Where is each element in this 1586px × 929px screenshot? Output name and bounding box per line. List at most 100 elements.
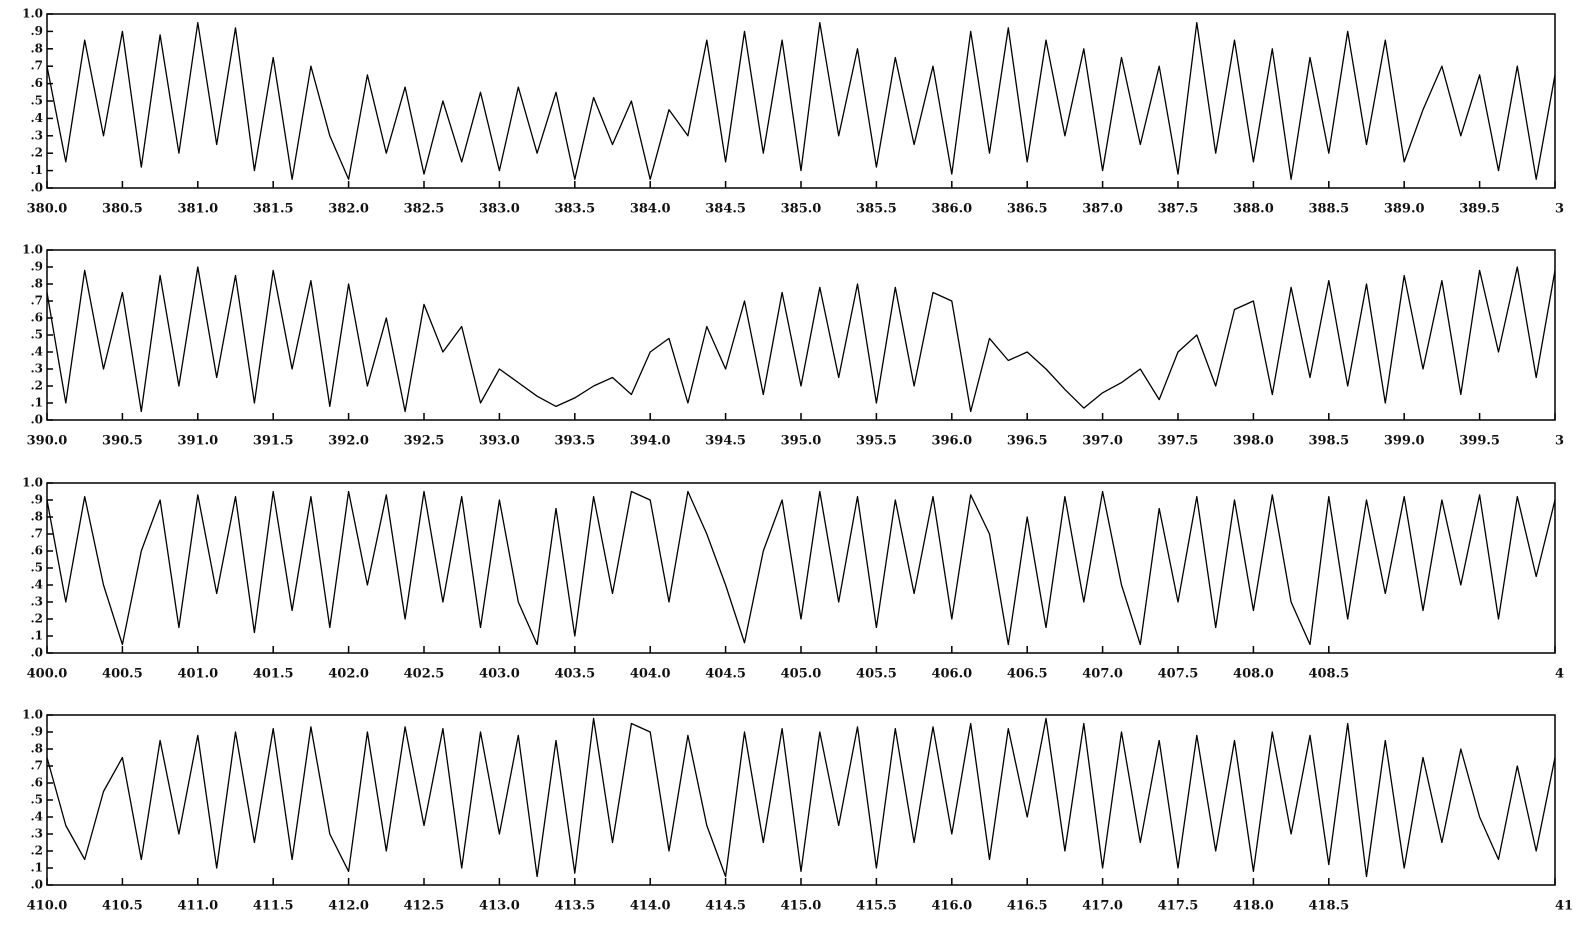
x-tick-label: 3 — [1555, 434, 1564, 449]
y-tick-label: 1.0 — [22, 243, 43, 257]
x-tick-label: 398.0 — [1233, 434, 1274, 449]
y-tick-label: .9 — [30, 24, 43, 38]
x-tick-label: 411.5 — [253, 899, 294, 914]
y-tick-label: .5 — [30, 793, 43, 807]
y-tick-label: .3 — [30, 362, 43, 376]
y-tick-label: .7 — [30, 527, 43, 541]
y-tick-label: .6 — [30, 311, 43, 325]
x-tick-label: 412.0 — [328, 899, 369, 914]
x-tick-label: 405.0 — [781, 667, 822, 682]
x-tick-label: 385.0 — [781, 202, 822, 217]
x-tick-label: 404.5 — [705, 667, 746, 682]
x-tick-label: 402.0 — [328, 667, 369, 682]
y-tick-label: .2 — [30, 379, 43, 393]
x-tick-label: 395.0 — [781, 434, 822, 449]
x-tick-label: 396.5 — [1007, 434, 1048, 449]
x-tick-label: 389.5 — [1459, 202, 1500, 217]
spectrum-line — [46, 22, 1556, 180]
x-tick-label: 396.0 — [931, 434, 972, 449]
x-tick-label: 413.5 — [554, 899, 595, 914]
y-tick-label: .8 — [30, 41, 43, 55]
x-tick-label: 410.5 — [102, 899, 143, 914]
x-tick-label: 394.5 — [705, 434, 746, 449]
y-tick-label: .1 — [30, 861, 43, 875]
x-tick-label: 416.0 — [931, 899, 972, 914]
plot-frame — [46, 249, 1556, 421]
x-tick-label: 403.0 — [479, 667, 520, 682]
y-tick-label: .4 — [30, 810, 43, 824]
x-tick-label: 393.0 — [479, 434, 520, 449]
y-tick-label: .7 — [30, 759, 43, 773]
y-tick-label: .4 — [30, 111, 43, 125]
x-tick-label: 388.0 — [1233, 202, 1274, 217]
x-tick-label: 385.5 — [856, 202, 897, 217]
plot-frame — [46, 13, 1556, 189]
x-tick-label: 401.0 — [177, 667, 218, 682]
y-tick-label: .8 — [30, 510, 43, 524]
x-tick-label: 408.5 — [1308, 667, 1349, 682]
x-tick-label: 380.0 — [27, 202, 68, 217]
x-tick-label: 386.5 — [1007, 202, 1048, 217]
x-tick-label: 380.5 — [102, 202, 143, 217]
x-tick-label: 404.0 — [630, 667, 671, 682]
y-tick-label: .8 — [30, 277, 43, 291]
x-tick-label: 402.5 — [404, 667, 445, 682]
y-tick-label: .1 — [30, 163, 43, 177]
x-tick-label: 413.0 — [479, 899, 520, 914]
x-tick-label: 3 — [1555, 202, 1564, 217]
x-tick-label: 382.0 — [328, 202, 369, 217]
y-tick-label: .0 — [30, 878, 43, 892]
y-tick-label: .4 — [30, 578, 43, 592]
x-tick-label: 399.5 — [1459, 434, 1500, 449]
x-tick-label: 384.0 — [630, 202, 671, 217]
x-tick-label: 4 — [1555, 667, 1564, 682]
x-tick-label: 390.0 — [27, 434, 68, 449]
y-tick-label: 1.0 — [22, 708, 43, 722]
x-tick-label: 411.0 — [177, 899, 218, 914]
x-tick-label: 397.5 — [1158, 434, 1199, 449]
x-tick-label: 406.5 — [1007, 667, 1048, 682]
y-tick-label: .9 — [30, 493, 43, 507]
y-tick-label: .2 — [30, 844, 43, 858]
x-tick-label: 400.0 — [27, 667, 68, 682]
x-tick-label: 388.5 — [1308, 202, 1349, 217]
spectrum-line — [46, 717, 1556, 878]
x-tick-label: 414.0 — [630, 899, 671, 914]
x-tick-label: 406.0 — [931, 667, 972, 682]
x-tick-label: 408.0 — [1233, 667, 1274, 682]
x-tick-label: 381.0 — [177, 202, 218, 217]
y-tick-label: 1.0 — [22, 476, 43, 490]
x-tick-label: 387.5 — [1158, 202, 1199, 217]
x-tick-label: 416.5 — [1007, 899, 1048, 914]
y-tick-label: .7 — [30, 294, 43, 308]
x-tick-label: 407.5 — [1158, 667, 1199, 682]
x-tick-label: 398.5 — [1308, 434, 1349, 449]
x-tick-label: 384.5 — [705, 202, 746, 217]
y-tick-label: .0 — [30, 413, 43, 427]
y-tick-label: .2 — [30, 146, 43, 160]
x-tick-label: 399.0 — [1384, 434, 1425, 449]
x-tick-label: 412.5 — [404, 899, 445, 914]
x-tick-label: 397.0 — [1082, 434, 1123, 449]
x-tick-label: 391.0 — [177, 434, 218, 449]
y-tick-label: .3 — [30, 595, 43, 609]
x-tick-label: 418.0 — [1233, 899, 1274, 914]
plot-frame — [46, 482, 1556, 654]
x-tick-label: 41 — [1555, 899, 1573, 914]
x-tick-label: 395.5 — [856, 434, 897, 449]
x-tick-label: 410.0 — [27, 899, 68, 914]
x-tick-label: 391.5 — [253, 434, 294, 449]
y-tick-label: .5 — [30, 561, 43, 575]
x-tick-label: 418.5 — [1308, 899, 1349, 914]
x-tick-label: 417.0 — [1082, 899, 1123, 914]
y-tick-label: .5 — [30, 328, 43, 342]
x-tick-label: 417.5 — [1158, 899, 1199, 914]
y-tick-label: .0 — [30, 646, 43, 660]
y-tick-label: .7 — [30, 59, 43, 73]
x-tick-label: 415.5 — [856, 899, 897, 914]
x-tick-label: 407.0 — [1082, 667, 1123, 682]
x-tick-label: 392.5 — [404, 434, 445, 449]
x-tick-label: 389.0 — [1384, 202, 1425, 217]
x-tick-label: 414.5 — [705, 899, 746, 914]
